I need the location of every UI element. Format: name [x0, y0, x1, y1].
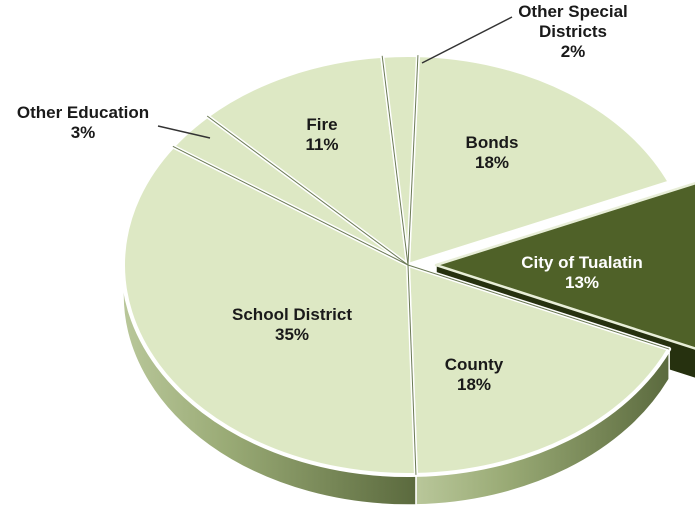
- slice-name-bonds: Bonds: [466, 133, 519, 152]
- slice-label-other-education: Other Education 3%: [17, 103, 149, 142]
- slice-label-bonds: Bonds 18%: [466, 133, 519, 172]
- slice-name-city-of-tualatin: City of Tualatin: [521, 253, 643, 272]
- slice-label-county: County 18%: [445, 355, 504, 394]
- slice-bonds: [406, 53, 672, 267]
- slice-separator: [407, 55, 419, 266]
- slice-school-district: [121, 144, 418, 477]
- slice-label-city-of-tualatin: City of Tualatin 13%: [521, 253, 643, 292]
- slice-label-school-district: School District 35%: [232, 305, 352, 344]
- slice-name-school-district: School District: [232, 305, 352, 324]
- slice-name-other-special-districts: Districts: [539, 22, 607, 41]
- slice-city-of-tualatin: [434, 181, 695, 350]
- slice-name-county: County: [445, 355, 504, 374]
- slice-label-fire: Fire 11%: [305, 115, 338, 154]
- slice-separator: [381, 55, 409, 266]
- slice-value-city-of-tualatin: 13%: [565, 273, 599, 292]
- slice-value-other-education: 3%: [71, 123, 96, 142]
- leader-line-other-special-districts: [421, 16, 513, 64]
- slice-name-fire: Fire: [306, 115, 337, 134]
- leader-line-other-education: [157, 125, 211, 139]
- slice-value-fire: 11%: [305, 135, 338, 154]
- slice-county: [406, 263, 672, 477]
- leader-lines: [157, 16, 513, 139]
- slice-separator: [206, 115, 409, 266]
- slice-value-county: 18%: [457, 375, 491, 394]
- slice-name-other-special-districts: Other Special: [518, 2, 628, 21]
- pie-tops: [121, 53, 695, 477]
- slice-label-other-special-districts: Other Special Districts 2%: [518, 2, 628, 61]
- slice-separator: [172, 145, 409, 266]
- slice-separator: [407, 264, 670, 350]
- slice-value-school-district: 35%: [275, 325, 309, 344]
- slice-separator: [407, 264, 417, 475]
- slice-value-other-special-districts: 2%: [561, 42, 586, 61]
- slice-value-bonds: 18%: [475, 153, 509, 172]
- slice-labels: Bonds 18%City of Tualatin 13%County 18%Scho…: [17, 2, 643, 394]
- slice-fire: [205, 53, 410, 267]
- slice-name-other-education: Other Education: [17, 103, 149, 122]
